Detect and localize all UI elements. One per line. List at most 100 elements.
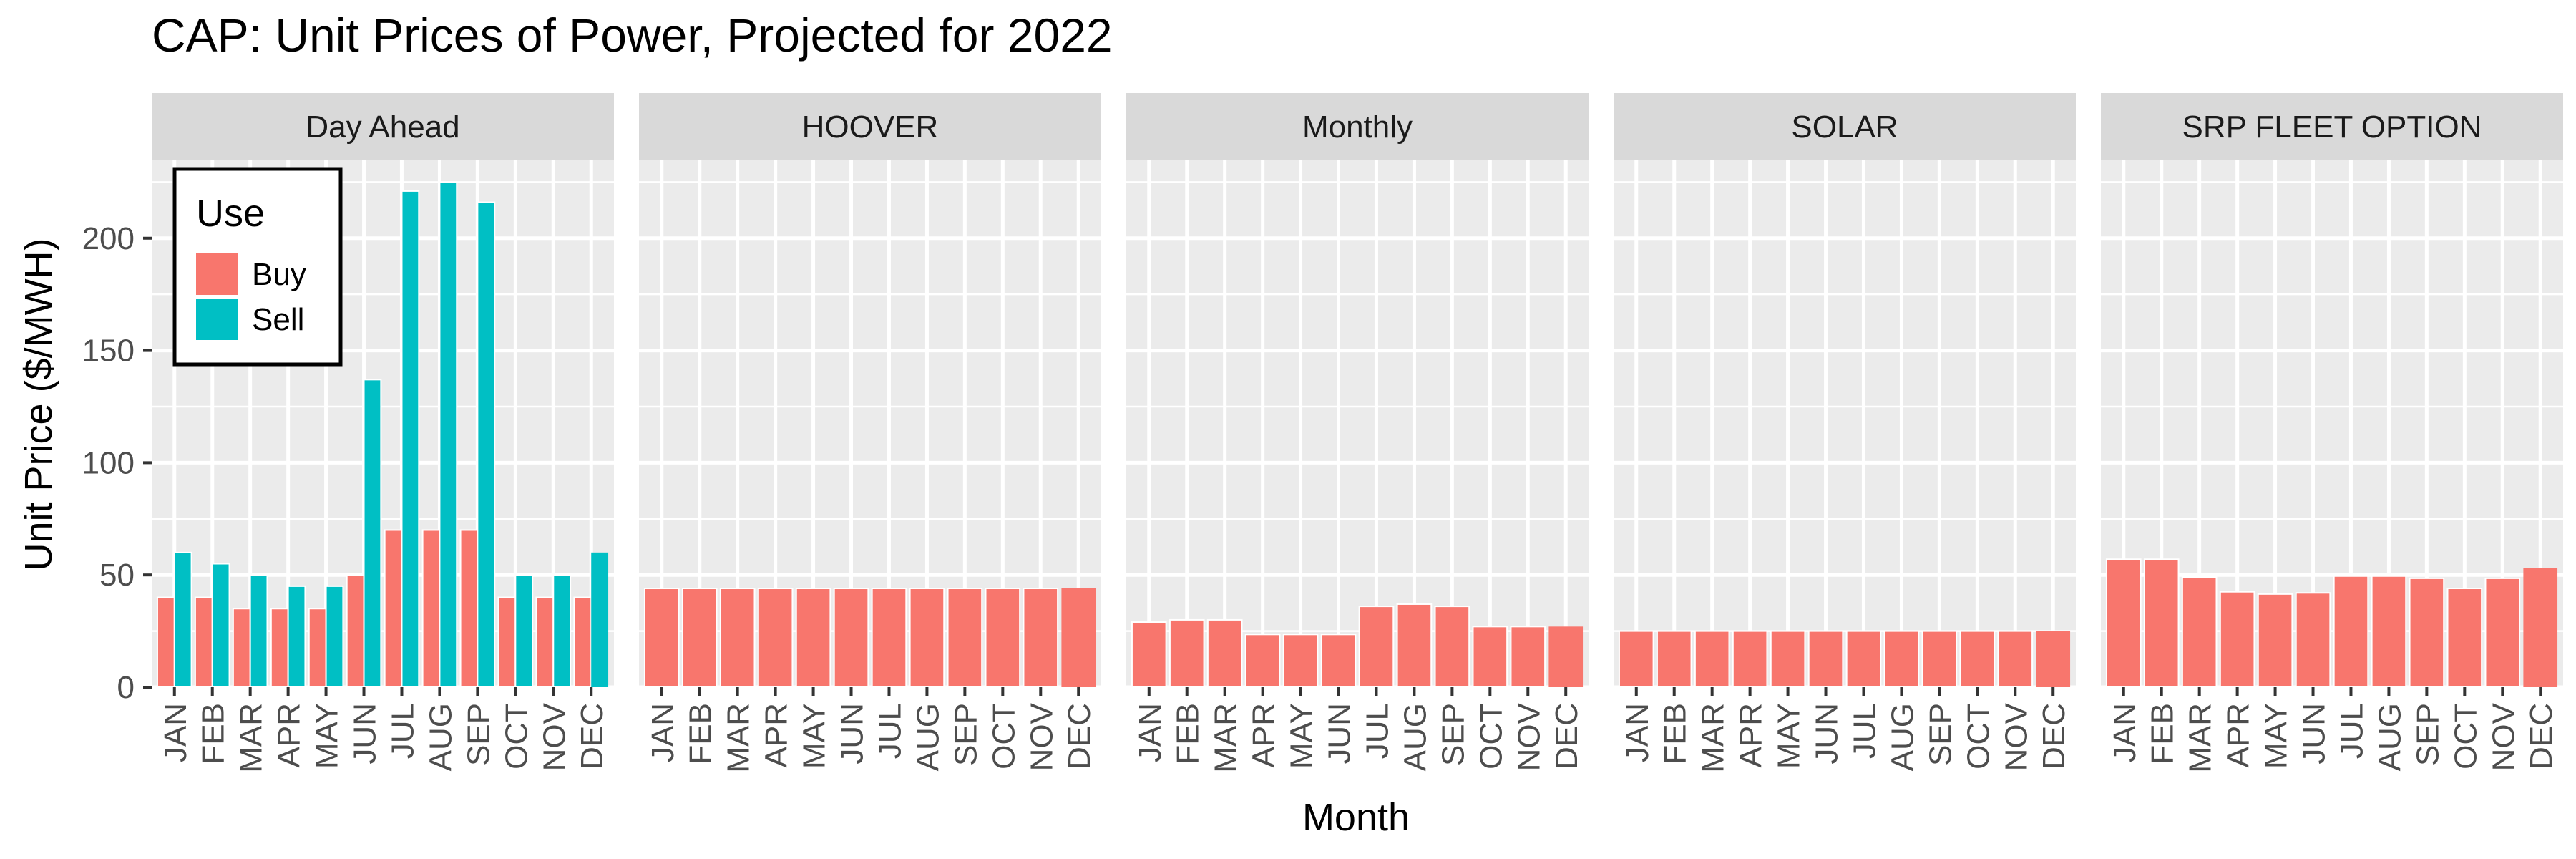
x-tick-label: JAN <box>1620 703 1655 762</box>
bar <box>833 588 869 688</box>
x-tick-label: SEP <box>2410 703 2445 766</box>
y-tick-label: 150 <box>82 334 135 369</box>
x-tick-label: JUN <box>1810 703 1845 765</box>
bar <box>1244 634 1281 688</box>
x-tick-label: MAY <box>797 703 832 769</box>
x-tick-label: SEP <box>1435 703 1470 766</box>
bar <box>1883 630 1920 689</box>
x-tick-label: JUL <box>1847 703 1882 759</box>
bar <box>2484 577 2521 688</box>
facet-strip-label: Day Ahead <box>306 110 459 145</box>
x-tick-label: MAR <box>1209 703 1244 773</box>
facet-panel-2: Monthly JAN FEB MAR APR MAY JUN JUL AUG SEP OCT NOV… <box>1126 93 1589 773</box>
bar <box>363 379 382 688</box>
bar <box>401 190 420 688</box>
facet-strip-label: HOOVER <box>802 110 939 145</box>
bar <box>2181 576 2218 688</box>
legend-title: Use <box>196 192 265 235</box>
bar <box>643 588 680 688</box>
x-tick-label: APR <box>2221 703 2256 767</box>
bar <box>232 608 251 689</box>
x-tick-label: JAN <box>645 703 680 762</box>
x-tick-label: DEC <box>575 703 610 770</box>
bar <box>681 588 718 688</box>
bar <box>1023 588 1059 688</box>
x-tick-label: JUL <box>1360 703 1395 759</box>
x-tick-label: FEB <box>2145 703 2180 765</box>
bar <box>156 596 175 688</box>
x-tick-label: JUL <box>385 703 420 759</box>
x-tick-label: APR <box>1734 703 1769 767</box>
facet-panel-4: SRP FLEET OPTION JAN FEB MAR APR MAY JUN JUL AUG… <box>2101 93 2563 773</box>
bar <box>439 181 458 689</box>
facet-strip <box>152 93 614 160</box>
bar <box>1131 621 1167 689</box>
x-tick-label: NOV <box>1511 702 1546 771</box>
facet-strip-label: SRP FLEET OPTION <box>2182 110 2482 145</box>
bar <box>346 574 365 688</box>
bar <box>1694 630 1730 689</box>
x-tick-label: JAN <box>158 703 193 762</box>
x-tick-label: DEC <box>1549 703 1584 770</box>
facet-panel-1: HOOVER JAN FEB MAR APR MAY JUN JUL AUG SEP OCT NOV D… <box>639 93 1101 773</box>
bar <box>871 588 907 688</box>
bar <box>1510 626 1546 689</box>
bar <box>1206 618 1243 689</box>
legend-key-swatch <box>196 299 238 340</box>
legend-entry-label: Buy <box>252 257 306 292</box>
bar <box>384 529 403 688</box>
x-tick-label: FEB <box>196 703 231 765</box>
x-tick-label: NOV <box>537 702 572 771</box>
bar <box>270 608 289 689</box>
bar <box>2295 592 2331 688</box>
x-tick-label: MAY <box>2259 703 2294 769</box>
y-tick-label: 50 <box>99 558 135 593</box>
facet-strip <box>639 93 1101 160</box>
x-tick-label: OCT <box>2448 703 2483 770</box>
bar <box>2446 588 2483 688</box>
bar <box>2371 575 2407 689</box>
bar <box>757 588 794 688</box>
bar <box>1656 630 1692 689</box>
facet-strip <box>1126 93 1589 160</box>
x-tick-label: FEB <box>1658 703 1693 765</box>
bar <box>1396 603 1433 689</box>
facet-strip-label: SOLAR <box>1791 110 1898 145</box>
bar <box>477 201 496 688</box>
bar <box>1807 630 1844 689</box>
y-tick-label: 200 <box>82 221 135 256</box>
x-tick-label: DEC <box>2524 703 2559 770</box>
bar <box>535 596 555 688</box>
x-tick-label: JUN <box>1322 703 1357 765</box>
facet-strip-label: Monthly <box>1302 110 1413 145</box>
x-tick-label: MAR <box>234 703 269 773</box>
bar <box>1618 630 1654 689</box>
facet-strip <box>2101 93 2563 160</box>
bar <box>287 585 306 688</box>
x-tick-label: FEB <box>683 703 718 765</box>
x-tick-label: OCT <box>1961 703 1996 770</box>
x-tick-label: NOV <box>1999 702 2034 771</box>
bar <box>1282 634 1319 688</box>
bar <box>2523 568 2558 687</box>
x-tick-label: JUN <box>835 703 870 765</box>
bar <box>1770 630 1806 689</box>
bar <box>591 552 609 687</box>
bar <box>194 596 213 688</box>
bar <box>325 585 344 688</box>
bar <box>1472 626 1508 689</box>
x-tick-label: JAN <box>2107 703 2142 762</box>
x-tick-label: AUG <box>1885 703 1920 771</box>
x-tick-label: MAR <box>1696 703 1731 773</box>
bar <box>249 574 268 688</box>
x-tick-label: DEC <box>2036 703 2072 770</box>
x-tick-label: MAR <box>2183 703 2218 773</box>
x-tick-label: AUG <box>1397 703 1433 771</box>
x-tick-label: OCT <box>986 703 1021 770</box>
x-tick-label: MAY <box>1772 703 1807 769</box>
bar <box>497 596 517 688</box>
x-tick-label: JUL <box>2334 703 2369 759</box>
bar <box>1548 626 1584 687</box>
x-tick-label: AUG <box>423 703 458 771</box>
